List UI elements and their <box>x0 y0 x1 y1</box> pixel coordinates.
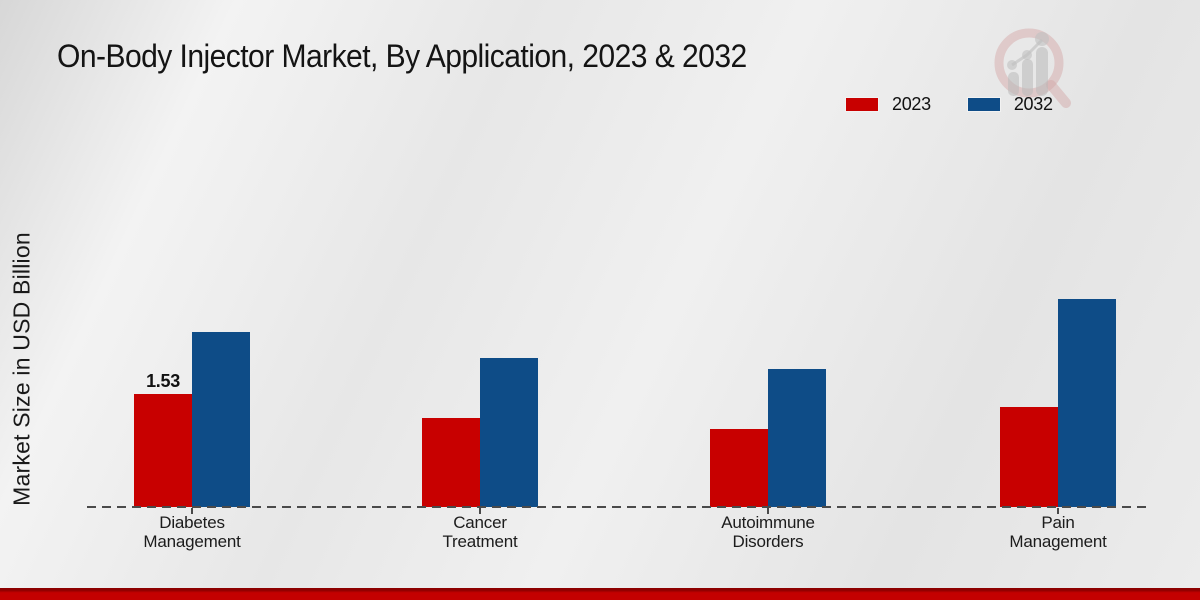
y-axis-label: Market Size in USD Billion <box>8 232 35 506</box>
x-axis-baseline <box>87 506 1150 508</box>
legend-item-2032: 2032 <box>966 93 1053 115</box>
x-axis-tick <box>191 508 193 514</box>
legend-item-2023: 2023 <box>845 94 931 115</box>
bar-2023-category-1 <box>422 418 480 507</box>
bar-2032-category-0 <box>192 332 250 507</box>
bar-2023-category-0 <box>134 394 192 507</box>
bar-2023-category-3 <box>1000 407 1058 507</box>
x-axis-category-label: Diabetes Management <box>143 513 241 551</box>
x-axis-tick <box>479 508 481 514</box>
chart-title: On-Body Injector Market, By Application,… <box>57 38 747 74</box>
legend-label-2032: 2032 <box>1013 93 1053 114</box>
bar-2032-category-1 <box>480 358 538 507</box>
bar-2023-category-2 <box>710 429 768 507</box>
x-axis-category-label: Autoimmune Disorders <box>721 513 815 551</box>
legend-swatch-2032 <box>966 96 1001 112</box>
x-axis-category-label: Pain Management <box>1009 513 1107 551</box>
legend-label-2023: 2023 <box>892 93 931 114</box>
bar-2032-category-2 <box>768 369 826 507</box>
x-axis-tick <box>767 508 769 514</box>
market-research-watermark-logo <box>994 28 1071 108</box>
legend: 2023 2032 <box>845 94 1053 114</box>
footer-accent-band <box>0 588 1200 600</box>
bar-value-label-2023-category-0: 1.53 <box>146 371 180 391</box>
x-axis-tick <box>1057 508 1059 514</box>
bar-2032-category-3 <box>1058 299 1116 507</box>
x-axis-category-label: Cancer Treatment <box>442 513 518 551</box>
legend-swatch-2023 <box>845 96 879 112</box>
